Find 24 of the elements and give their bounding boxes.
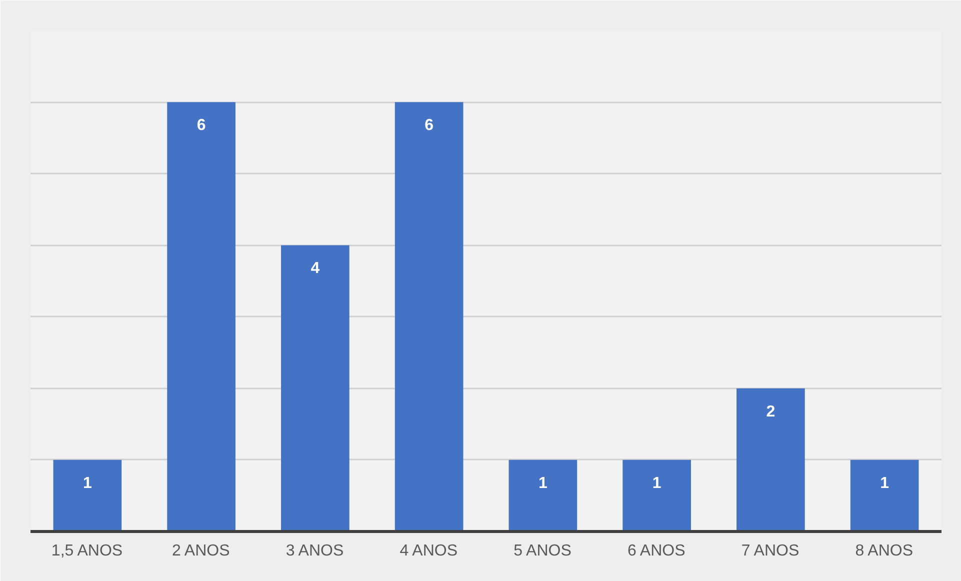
- data-label: 1: [880, 474, 890, 492]
- bar: [281, 245, 350, 532]
- data-label: 6: [424, 117, 434, 134]
- bar: [850, 460, 919, 532]
- x-tick-label: 6 ANOS: [627, 542, 686, 560]
- x-tick-label: 2 ANOS: [172, 542, 230, 560]
- x-tick-label: 7 ANOS: [741, 542, 800, 560]
- bar: [508, 460, 578, 532]
- x-tick-label: 8 ANOS: [855, 542, 914, 560]
- data-label: 6: [196, 117, 206, 134]
- x-tick-label: 1,5 ANOS: [51, 542, 123, 560]
- bar: [53, 460, 122, 532]
- bar: [736, 388, 805, 532]
- data-label: 1: [538, 474, 548, 492]
- bar: [167, 102, 236, 532]
- data-label: 2: [766, 403, 776, 420]
- x-tick-label: 5 ANOS: [514, 542, 572, 560]
- bar: [394, 102, 464, 532]
- data-label: 4: [310, 260, 320, 278]
- x-tick-label: 3 ANOS: [286, 542, 344, 560]
- bar: [622, 460, 691, 532]
- x-tick-label: 4 ANOS: [400, 542, 458, 560]
- data-label: 1: [82, 474, 92, 492]
- data-label: 1: [652, 474, 662, 492]
